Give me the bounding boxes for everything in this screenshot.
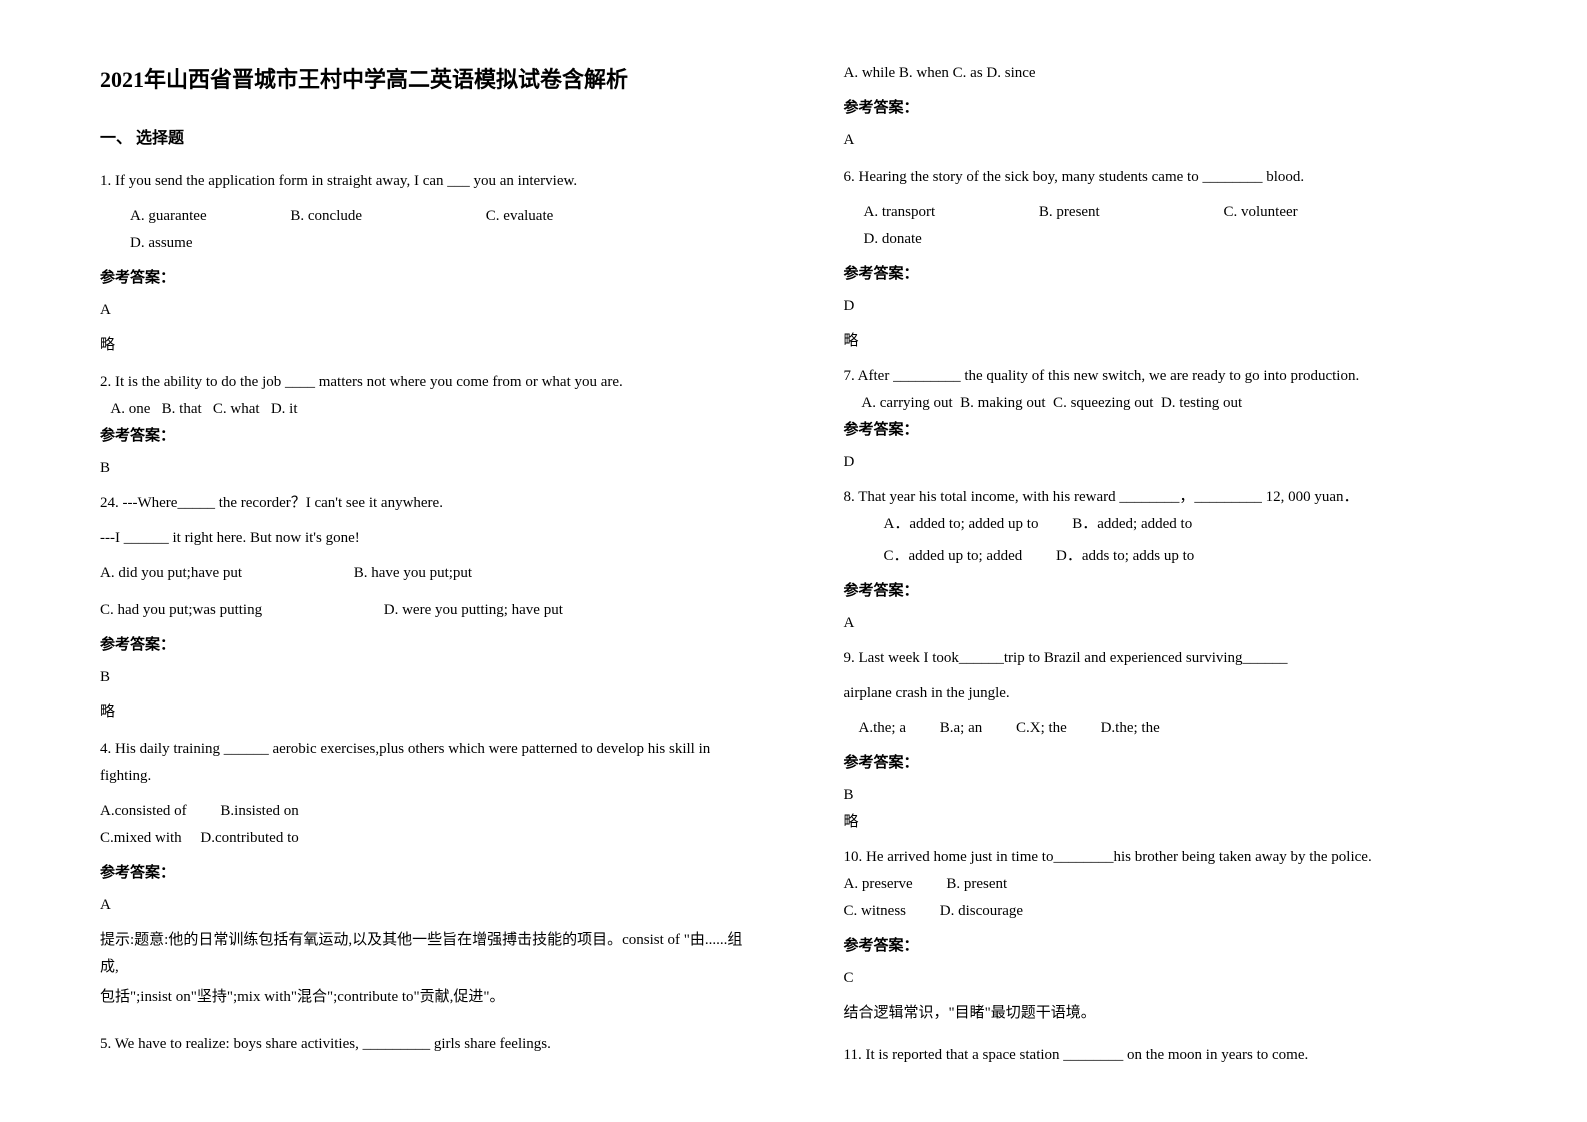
q8-answer: A (844, 610, 1488, 637)
answer-label: 参考答案： (844, 578, 1488, 605)
question-6: 6. Hearing the story of the sick boy, ma… (844, 164, 1488, 191)
q8-opt-a: A．added to; added up to (884, 511, 1039, 538)
answer-label: 参考答案： (100, 423, 744, 450)
answer-label: 参考答案： (100, 265, 744, 292)
q4-options-row2: C.mixed with D.contributed to (100, 825, 744, 852)
skip-text: 略 (844, 328, 1488, 355)
skip-text: 略 (844, 809, 1488, 836)
q8-opt-d: D．adds to; adds up to (1056, 548, 1194, 564)
q9-opt-c: C.X; the (1016, 715, 1067, 742)
question-5: 5. We have to realize: boys share activi… (100, 1031, 744, 1058)
question-1-options: A. guarantee B. conclude C. evaluate D. … (100, 203, 744, 257)
q24-opt-d: D. were you putting; have put (384, 597, 634, 624)
exam-title: 2021年山西省晋城市王村中学高二英语模拟试卷含解析 (100, 60, 744, 100)
q8-opt-b: B．added; added to (1072, 516, 1192, 532)
question-8: 8. That year his total income, with his … (844, 484, 1488, 511)
q10-opt-d: D. discourage (940, 903, 1023, 919)
answer-label: 参考答案： (100, 632, 744, 659)
q4-explanation1: 提示:题意:他的日常训练包括有氧运动,以及其他一些旨在增强搏击技能的项目。con… (100, 927, 744, 981)
q10-opt-b: B. present (946, 876, 1007, 892)
question-7: 7. After _________ the quality of this n… (844, 363, 1488, 390)
q24-opt-a: A. did you put;have put (100, 560, 350, 587)
q2-options: A. one B. that C. what D. it (100, 396, 744, 423)
question-10: 10. He arrived home just in time to_____… (844, 844, 1488, 871)
q9-options: A.the; a B.a; an C.X; the D.the; the (844, 715, 1488, 742)
q1-opt-b: B. conclude (290, 203, 362, 230)
right-column: A. while B. when C. as D. since 参考答案： A … (794, 0, 1587, 1122)
question-4: 4. His daily training ______ aerobic exe… (100, 736, 744, 790)
section-header: 一、 选择题 (100, 125, 744, 154)
q4-answer: A (100, 892, 744, 919)
answer-label: 参考答案： (844, 933, 1488, 960)
q10-opt-c: C. witness (844, 898, 907, 925)
skip-text: 略 (100, 332, 744, 359)
q4-opt-d: D.contributed to (200, 830, 298, 846)
q1-opt-d: D. assume (130, 230, 193, 257)
q9-answer: B (844, 782, 1488, 809)
q1-opt-c: C. evaluate (486, 203, 553, 230)
question-9-line2: airplane crash in the jungle. (844, 680, 1488, 707)
answer-label: 参考答案： (844, 417, 1488, 444)
question-11: 11. It is reported that a space station … (844, 1042, 1488, 1069)
q6-answer: D (844, 293, 1488, 320)
q5-options: A. while B. when C. as D. since (844, 60, 1488, 87)
q10-answer: C (844, 965, 1488, 992)
question-1: 1. If you send the application form in s… (100, 168, 744, 195)
q8-opt-c: C．added up to; added (884, 543, 1023, 570)
q6-opt-d: D. donate (864, 226, 922, 253)
q10-explanation: 结合逻辑常识，"目睹"最切题干语境。 (844, 1000, 1488, 1027)
q4-opt-c: C.mixed with (100, 825, 182, 852)
q4-options-row1: A.consisted of B.insisted on (100, 798, 744, 825)
q24-opt-b: B. have you put;put (354, 560, 604, 587)
q9-opt-b: B.a; an (940, 715, 983, 742)
q7-answer: D (844, 449, 1488, 476)
q6-options: A. transport B. present C. volunteer D. … (844, 199, 1488, 253)
q10-opt-a: A. preserve (844, 871, 913, 898)
q4-opt-b: B.insisted on (220, 803, 298, 819)
q9-opt-a: A.the; a (859, 715, 906, 742)
q24-opt-c: C. had you put;was putting (100, 597, 380, 624)
q1-opt-a: A. guarantee (130, 203, 207, 230)
page-container: 2021年山西省晋城市王村中学高二英语模拟试卷含解析 一、 选择题 1. If … (0, 0, 1587, 1122)
question-24-line1: 24. ---Where_____ the recorder？I can't s… (100, 490, 744, 517)
q1-answer: A (100, 297, 744, 324)
left-column: 2021年山西省晋城市王村中学高二英语模拟试卷含解析 一、 选择题 1. If … (0, 0, 794, 1122)
q4-opt-a: A.consisted of (100, 798, 187, 825)
q10-options-row1: A. preserve B. present (844, 871, 1488, 898)
q6-opt-c: C. volunteer (1223, 199, 1297, 226)
q5-answer: A (844, 127, 1488, 154)
answer-label: 参考答案： (844, 261, 1488, 288)
answer-label: 参考答案： (844, 750, 1488, 777)
q7-options: A. carrying out B. making out C. squeezi… (844, 390, 1488, 417)
q9-opt-d: D.the; the (1101, 720, 1160, 736)
q8-options-rowada-row2: C．added up to; added D．adds to; adds up … (844, 543, 1488, 570)
question-2: 2. It is the ability to do the job ____ … (100, 369, 744, 396)
answer-label: 参考答案： (100, 860, 744, 887)
question-9: 9. Last week I took______trip to Brazil … (844, 645, 1488, 672)
answer-label: 参考答案： (844, 95, 1488, 122)
q24-options: A. did you put;have put B. have you put;… (100, 560, 744, 624)
q10-options-row2: C. witness D. discourage (844, 898, 1488, 925)
skip-text: 略 (100, 699, 744, 726)
q2-answer: B (100, 455, 744, 482)
question-24-line2: ---I ______ it right here. But now it's … (100, 525, 744, 552)
q6-opt-b: B. present (1039, 199, 1100, 226)
q24-answer: B (100, 664, 744, 691)
q8-options-row1: A．added to; added up to B．added; added t… (844, 511, 1488, 538)
q4-explanation2: 包括";insist on"坚持";mix with"混合";contribut… (100, 984, 744, 1011)
q6-opt-a: A. transport (864, 199, 936, 226)
